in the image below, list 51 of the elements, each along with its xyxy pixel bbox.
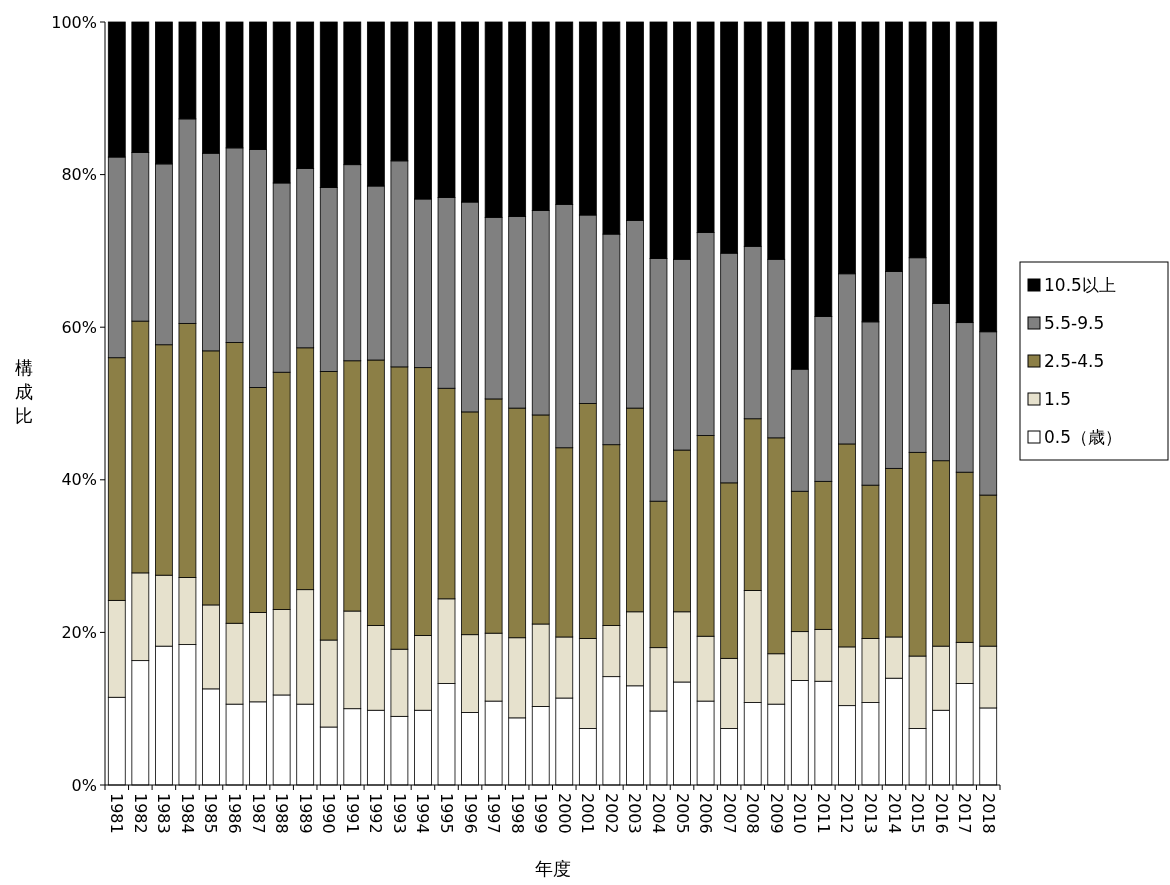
x-tick-label: 2010	[790, 793, 810, 834]
y-tick-label: 80%	[61, 165, 97, 185]
x-tick-label: 2001	[578, 793, 598, 834]
legend-label: 5.5-9.5	[1044, 313, 1105, 333]
x-tick-label: 2015	[908, 793, 928, 834]
x-tick-label: 1993	[389, 793, 409, 834]
x-tick-label: 1997	[484, 793, 504, 834]
x-tick-label: 1984	[177, 793, 197, 834]
y-tick-label: 40%	[61, 470, 97, 490]
y-tick-label: 0%	[71, 775, 97, 795]
x-tick-label: 2003	[625, 793, 645, 834]
x-tick-label: 2007	[719, 793, 739, 834]
x-tick-label: 2012	[837, 793, 857, 834]
x-tick-label: 1991	[342, 793, 362, 834]
x-tick-label: 1994	[413, 793, 433, 834]
x-tick-label: 1986	[225, 793, 245, 834]
legend-label: 0.5（歳）	[1044, 427, 1123, 447]
x-tick-label: 1989	[295, 793, 315, 834]
x-tick-label: 2014	[884, 793, 904, 834]
x-tick-label: 2017	[955, 793, 975, 834]
x-tick-label: 1988	[272, 793, 292, 834]
y-tick-label: 20%	[61, 622, 97, 642]
y-axis-title: 構成比	[15, 356, 33, 426]
x-tick-label: 1982	[130, 793, 150, 834]
x-tick-label: 2013	[860, 793, 880, 834]
x-tick-label: 2011	[813, 793, 833, 834]
x-tick-label: 2018	[978, 793, 998, 834]
legend-label: 2.5-4.5	[1044, 351, 1105, 371]
legend-label: 10.5以上	[1044, 275, 1116, 295]
x-tick-label: 1998	[507, 793, 527, 834]
x-tick-label: 1990	[319, 793, 339, 834]
legend-label: 1.5	[1044, 389, 1072, 409]
y-tick-label: 60%	[61, 317, 97, 337]
y-tick-label: 100%	[51, 12, 97, 32]
x-tick-label: 1999	[531, 793, 551, 834]
x-tick-label: 2004	[648, 793, 668, 834]
x-tick-label: 1983	[154, 793, 174, 834]
x-tick-label: 1996	[460, 793, 480, 834]
x-tick-label: 2009	[766, 793, 786, 834]
x-tick-label: 2006	[696, 793, 716, 834]
x-tick-label: 1992	[366, 793, 386, 834]
x-tick-label: 2016	[931, 793, 951, 834]
x-tick-label: 1985	[201, 793, 221, 834]
x-tick-label: 1995	[437, 793, 457, 834]
x-tick-label: 2005	[672, 793, 692, 834]
x-tick-label: 1981	[107, 793, 127, 834]
x-tick-label: 2008	[743, 793, 763, 834]
x-tick-label: 1987	[248, 793, 268, 834]
x-axis-title: 年度	[534, 858, 571, 879]
x-tick-label: 2000	[554, 793, 574, 834]
x-tick-label: 2002	[601, 793, 621, 834]
